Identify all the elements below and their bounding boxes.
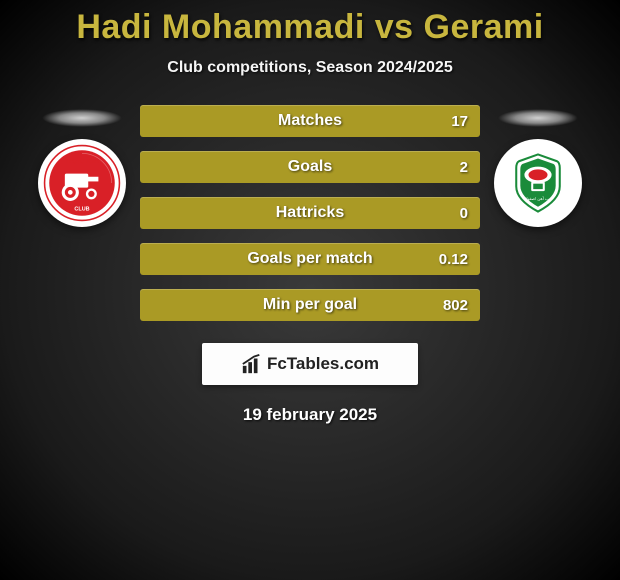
tractor-badge-icon: TRACTOR CLUB <box>43 144 121 222</box>
stat-label: Goals <box>288 158 332 176</box>
svg-text:TRACTOR: TRACTOR <box>65 159 99 166</box>
svg-text:CLUB: CLUB <box>74 206 89 212</box>
stat-bar-matches: Matches 17 <box>140 105 480 137</box>
stat-bar-goals: Goals 2 <box>140 151 480 183</box>
right-club-badge: ذوب آهن اصفهان <box>494 139 582 227</box>
stat-label: Hattricks <box>276 204 344 222</box>
shadow-ellipse <box>498 109 578 127</box>
zob-ahan-badge-icon: ذوب آهن اصفهان <box>504 149 572 217</box>
left-club-badge: TRACTOR CLUB <box>38 139 126 227</box>
stat-label: Min per goal <box>263 296 357 314</box>
date-label: 19 february 2025 <box>0 405 620 425</box>
stat-value: 2 <box>460 159 468 176</box>
stat-value: 802 <box>443 297 468 314</box>
page-title: Hadi Mohammadi vs Gerami <box>0 8 620 47</box>
stat-value: 17 <box>451 113 468 130</box>
brand-label: FcTables.com <box>241 353 379 375</box>
right-club-column: ذوب آهن اصفهان <box>488 105 588 227</box>
stat-value: 0 <box>460 205 468 222</box>
stat-label: Goals per match <box>247 250 372 268</box>
stat-label: Matches <box>278 112 342 130</box>
subtitle: Club competitions, Season 2024/2025 <box>0 59 620 77</box>
stat-bar-hattricks: Hattricks 0 <box>140 197 480 229</box>
stat-bar-goals-per-match: Goals per match 0.12 <box>140 243 480 275</box>
brand-text: FcTables.com <box>267 354 379 374</box>
shadow-ellipse <box>42 109 122 127</box>
stats-row: TRACTOR CLUB Matches 17 Goals 2 <box>0 105 620 321</box>
stat-bar-min-per-goal: Min per goal 802 <box>140 289 480 321</box>
stats-bars: Matches 17 Goals 2 Hattricks 0 Goals per… <box>140 105 480 321</box>
brand-box: FcTables.com <box>202 343 418 385</box>
stat-value: 0.12 <box>439 251 468 268</box>
chart-icon <box>241 353 263 375</box>
left-club-column: TRACTOR CLUB <box>32 105 132 227</box>
svg-text:ذوب آهن اصفهان: ذوب آهن اصفهان <box>523 196 552 201</box>
